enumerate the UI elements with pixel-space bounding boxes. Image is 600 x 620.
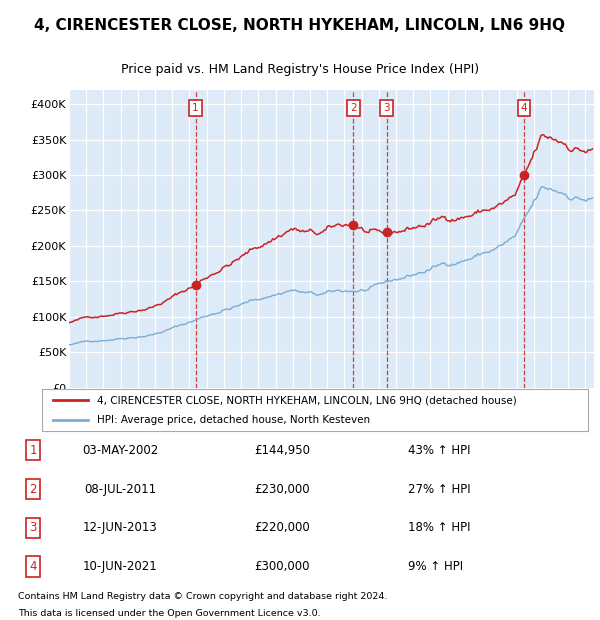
Text: 2: 2 [29,482,37,495]
Text: Contains HM Land Registry data © Crown copyright and database right 2024.: Contains HM Land Registry data © Crown c… [18,591,388,601]
Text: £300,000: £300,000 [254,560,310,573]
Text: 10-JUN-2021: 10-JUN-2021 [83,560,157,573]
Text: 4, CIRENCESTER CLOSE, NORTH HYKEHAM, LINCOLN, LN6 9HQ: 4, CIRENCESTER CLOSE, NORTH HYKEHAM, LIN… [35,18,566,33]
Text: 1: 1 [29,444,37,457]
Text: 27% ↑ HPI: 27% ↑ HPI [408,482,470,495]
Text: 3: 3 [383,104,390,113]
Text: This data is licensed under the Open Government Licence v3.0.: This data is licensed under the Open Gov… [18,609,320,618]
Text: 08-JUL-2011: 08-JUL-2011 [84,482,156,495]
Text: 18% ↑ HPI: 18% ↑ HPI [408,521,470,534]
Text: Price paid vs. HM Land Registry's House Price Index (HPI): Price paid vs. HM Land Registry's House … [121,63,479,76]
Text: HPI: Average price, detached house, North Kesteven: HPI: Average price, detached house, Nort… [97,415,370,425]
Text: 43% ↑ HPI: 43% ↑ HPI [408,444,470,457]
Text: 4: 4 [521,104,527,113]
Text: 1: 1 [192,104,199,113]
Text: 4, CIRENCESTER CLOSE, NORTH HYKEHAM, LINCOLN, LN6 9HQ (detached house): 4, CIRENCESTER CLOSE, NORTH HYKEHAM, LIN… [97,395,517,405]
Text: 12-JUN-2013: 12-JUN-2013 [83,521,157,534]
Text: 4: 4 [29,560,37,573]
Text: £144,950: £144,950 [254,444,310,457]
Text: £230,000: £230,000 [254,482,310,495]
Text: 03-MAY-2002: 03-MAY-2002 [82,444,158,457]
Text: £220,000: £220,000 [254,521,310,534]
Text: 3: 3 [29,521,37,534]
Text: 2: 2 [350,104,356,113]
Text: 9% ↑ HPI: 9% ↑ HPI [408,560,463,573]
